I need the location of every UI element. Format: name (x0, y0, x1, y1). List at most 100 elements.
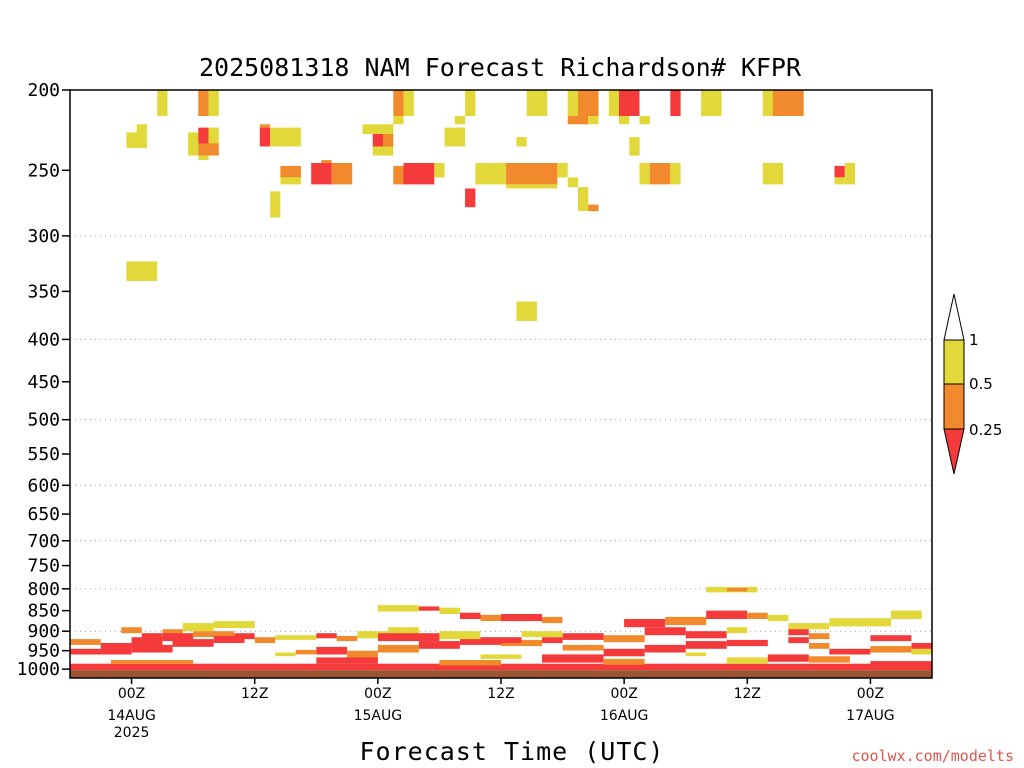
ri-cell-56 (762, 163, 784, 185)
ri-cell-67 (418, 606, 440, 611)
ri-cell-6 (465, 90, 476, 116)
credit-text: coolwx.com/modelts (851, 747, 1014, 765)
ri-cell-18 (701, 90, 722, 116)
ri-cell-112 (603, 648, 645, 657)
ri-cell-60 (578, 187, 589, 212)
ri-cell-61 (588, 204, 599, 212)
x-tick-label-2: 00Z (364, 686, 391, 702)
ri-cell-47 (434, 163, 445, 178)
ri-cell-45 (393, 165, 404, 185)
ri-cell-22 (136, 124, 147, 133)
ri-cell-96 (162, 633, 194, 642)
ri-cell-17 (670, 90, 681, 116)
ri-cell-10 (578, 90, 599, 116)
ri-cell-70 (480, 614, 501, 621)
y-tick-label-550: 550 (27, 444, 60, 465)
ri-cell-87 (213, 621, 255, 628)
ri-cell-114 (685, 641, 727, 649)
plot-area (69, 89, 933, 679)
ri-cell-81 (829, 618, 891, 627)
ri-cell-144 (275, 652, 296, 657)
ri-cell-21 (126, 132, 147, 148)
ri-cell-1 (198, 90, 209, 116)
ri-cell-14 (619, 90, 640, 116)
ri-cell-35 (383, 146, 394, 156)
x-tick-date-2: 15AUG (354, 708, 403, 724)
ri-cell-64 (126, 261, 158, 281)
ri-cell-107 (418, 641, 460, 649)
ri-cell-129 (726, 627, 748, 634)
ri-cell-101 (131, 644, 173, 653)
y-tick-label-850: 850 (27, 601, 60, 622)
ri-cell-29 (270, 127, 301, 147)
ri-cell-36 (444, 127, 466, 147)
ri-cell-94 (100, 643, 132, 651)
ri-cell-40 (280, 165, 301, 178)
ri-cell-100 (70, 648, 132, 655)
ri-cell-66 (377, 605, 419, 612)
ri-cell-122 (439, 631, 481, 640)
ri-cell-118 (829, 648, 871, 655)
ri-cell-104 (316, 646, 348, 655)
ri-cell-38 (629, 137, 640, 147)
ri-cell-42 (311, 163, 332, 185)
ri-cell-128 (685, 631, 727, 639)
ri-cell-33 (383, 134, 394, 147)
ri-cell-111 (562, 644, 604, 651)
ri-cell-79 (726, 587, 748, 592)
x-axis-label: Forecast Time (UTC) (360, 737, 665, 766)
ri-cell-4 (403, 90, 414, 116)
ri-cell-59 (844, 163, 856, 185)
ri-cell-135 (111, 660, 194, 664)
ri-cell-8 (526, 90, 548, 116)
ground-band (70, 670, 932, 678)
y-tick-label-600: 600 (27, 475, 60, 496)
ri-cell-30 (259, 124, 271, 128)
ri-cell-54 (649, 163, 671, 185)
ri-cell-105 (347, 650, 378, 659)
ri-cell-46 (403, 163, 435, 185)
ri-cell-57 (834, 165, 845, 178)
ri-cell-32 (372, 134, 383, 147)
ri-cell-125 (562, 633, 604, 640)
ri-cell-16 (639, 116, 650, 125)
y-tick-label-950: 950 (27, 641, 60, 662)
ri-cell-0 (157, 90, 168, 116)
ri-cell-124 (521, 631, 563, 638)
ri-cell-75 (706, 610, 748, 619)
y-axis: 200 250 300 350 400 450 500 550 600 650 700 7508008… (17, 80, 70, 680)
ri-cell-50 (506, 184, 558, 189)
y-tick-label-400: 400 (27, 329, 60, 350)
ri-cell-27 (198, 155, 209, 161)
ri-cell-52 (567, 177, 578, 188)
ri-cell-62 (270, 191, 281, 218)
ri-cell-74 (665, 616, 707, 626)
ri-cell-92 (388, 627, 419, 636)
ri-cell-76 (747, 612, 768, 619)
x-tick-year-0: 2025 (114, 725, 150, 741)
colorbar-legend: 1 0.5 0.25 (943, 293, 1002, 475)
ri-cell-91 (357, 631, 389, 639)
ri-cell-89 (316, 633, 337, 639)
ri-cell-84 (141, 633, 163, 640)
ri-cell-95 (131, 637, 163, 645)
ri-cell-90 (336, 636, 358, 642)
ri-cell-72 (542, 616, 563, 624)
y-tick-label-500: 500 (27, 410, 60, 431)
ri-cell-51 (557, 163, 568, 178)
ri-cell-9 (567, 90, 578, 116)
ri-cell-20 (772, 90, 804, 116)
ri-cell-86 (182, 623, 214, 632)
ri-cell-12 (588, 116, 599, 125)
ri-cell-49 (506, 163, 558, 185)
colorbar-label-0.5: 0.5 (969, 375, 993, 393)
y-tick-label-200: 200 (27, 80, 60, 101)
chart-title: 2025081318 NAM Forecast Richardson# KFPR (199, 53, 802, 82)
ri-cell-31 (362, 124, 394, 134)
ri-cell-5 (393, 116, 404, 125)
ri-cell-69 (460, 612, 481, 619)
x-tick-label-5: 12Z (734, 686, 761, 702)
ri-cell-133 (911, 643, 932, 649)
ri-cell-23 (188, 132, 199, 156)
